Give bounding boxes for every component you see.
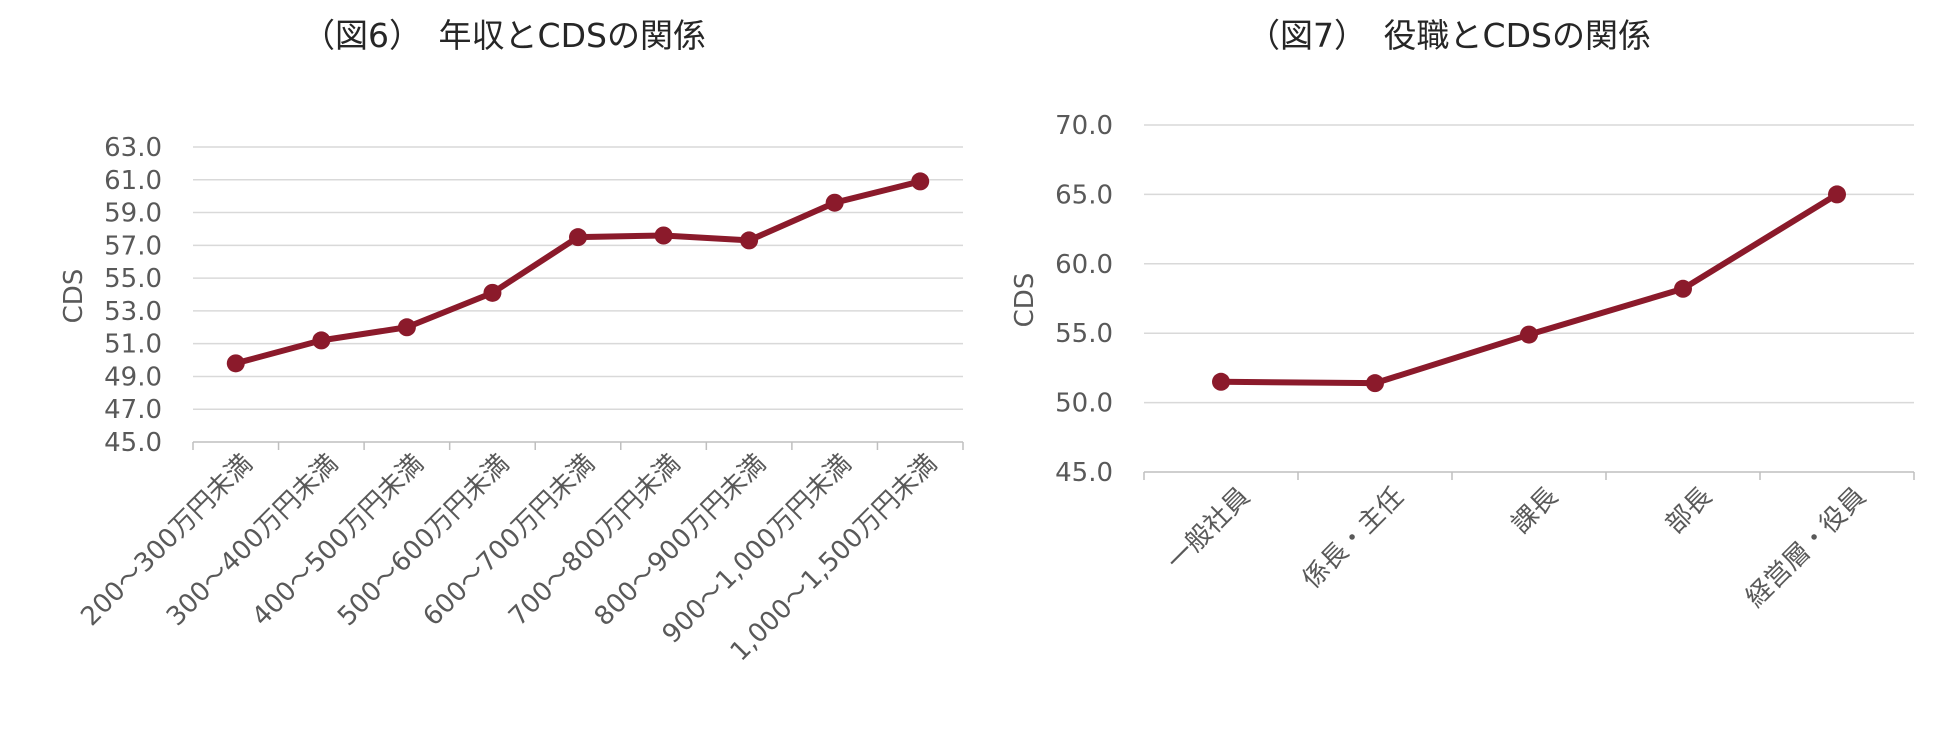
y-tick-labels: 45.047.049.051.053.055.057.059.061.063.0 xyxy=(104,133,162,458)
data-point xyxy=(654,226,673,245)
y-tick-label: 63.0 xyxy=(104,133,162,163)
series-line xyxy=(232,178,924,367)
gridlines xyxy=(1144,124,1914,404)
y-tick-label: 50.0 xyxy=(1055,389,1113,419)
y-axis-title: CDS xyxy=(1010,273,1040,328)
y-tick-label: 61.0 xyxy=(104,166,162,196)
x-axis xyxy=(192,441,964,450)
y-tick-label: 47.0 xyxy=(104,395,162,425)
y-tick-label: 59.0 xyxy=(104,199,162,229)
y-tick-label: 53.0 xyxy=(104,297,162,327)
y-tick-label: 60.0 xyxy=(1055,250,1113,280)
x-tick-label: 部長 xyxy=(1660,482,1718,540)
data-point xyxy=(825,193,844,212)
x-tick-labels: 200～300万円未満300～400万円未満400～500万円未満500～600… xyxy=(75,449,943,667)
y-tick-label: 45.0 xyxy=(1055,458,1113,488)
data-point xyxy=(397,318,416,337)
data-point xyxy=(1674,279,1692,298)
series-line xyxy=(1218,191,1840,387)
data-point xyxy=(1520,325,1538,344)
y-tick-label: 55.0 xyxy=(104,264,162,294)
data-point xyxy=(740,231,759,250)
x-tick-label: 係長・主任 xyxy=(1297,482,1410,595)
x-tick-label: 一般社員 xyxy=(1161,482,1256,577)
data-point xyxy=(911,172,930,191)
chart-title: （図7） 役職とCDSの関係 xyxy=(1247,16,1651,55)
data-point xyxy=(569,228,587,247)
data-point xyxy=(1828,185,1846,204)
chart-title: （図6） 年収とCDSの関係 xyxy=(302,16,706,55)
y-axis-title: CDS xyxy=(59,269,89,324)
data-series xyxy=(226,172,930,373)
y-tick-label: 51.0 xyxy=(104,330,162,360)
y-tick-label: 70.0 xyxy=(1055,111,1113,141)
x-tick-label: 課長 xyxy=(1506,482,1564,540)
y-tick-label: 65.0 xyxy=(1055,180,1113,210)
y-tick-labels: 45.0 50.0 55.0 60.0 65.0 70.0 xyxy=(1055,111,1113,488)
chart-position-cds: （図7） 役職とCDSの関係 45.050.055.060.065.070.0 … xyxy=(1010,16,1915,614)
x-tick-label: 経営層・役員 xyxy=(1740,482,1872,614)
y-tick-label: 49.0 xyxy=(104,362,162,392)
y-tick-label: 57.0 xyxy=(104,231,162,261)
gridlines xyxy=(193,146,963,410)
data-point xyxy=(483,283,502,302)
data-series xyxy=(1212,185,1846,393)
data-point xyxy=(1366,374,1384,393)
x-axis xyxy=(1143,471,1915,480)
x-tick-labels: 一般社員 係長・主任 課長 部長 経営層・役員 xyxy=(1161,482,1872,614)
data-point xyxy=(312,331,331,350)
data-point xyxy=(1212,372,1230,391)
data-point xyxy=(226,354,245,373)
chart-income-cds: （図6） 年収とCDSの関係 45.047.049.051.053.055.05… xyxy=(59,16,964,667)
y-tick-label: 55.0 xyxy=(1055,319,1113,349)
y-tick-label: 45.0 xyxy=(104,428,162,458)
